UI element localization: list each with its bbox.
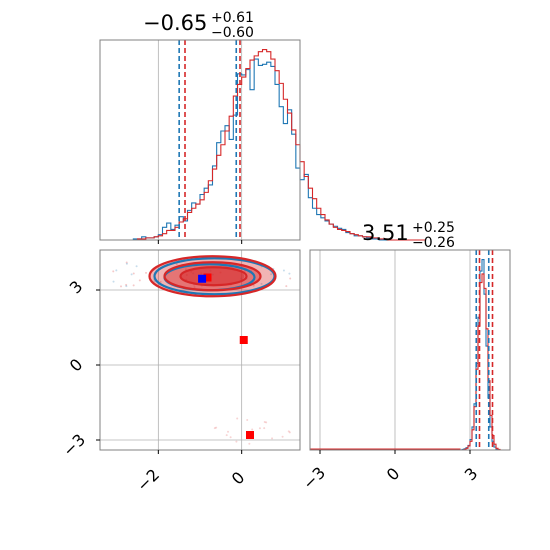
contour-scatter-point [184,268,187,271]
top-histogram-series [100,48,425,241]
contour-scatter-point [132,272,135,275]
contour-marker [203,273,212,282]
contour-marker [198,274,207,283]
contour-y-tick-label-0: 0 [66,355,87,376]
contour-marker [239,336,248,344]
right-histogram-frame [309,249,511,451]
right-histogram-panel: 3.51 +0.25 −0.26 −3 0 3 [299,220,511,493]
top-histogram-title-median: −0.65 [143,11,207,35]
right-histogram-x-tick-label-0: 0 [383,464,404,485]
contour-scatter-point [125,261,128,264]
right-histogram-series-2 [310,273,502,451]
contour-markers [198,273,254,439]
contour-levels [148,255,277,298]
contour-scatter-point [120,285,123,288]
contour-scatter-point [125,285,128,288]
contour-scatter-point [248,442,251,445]
right-histogram-x-tick-label-minus3: −3 [299,463,329,493]
contour-scatter-point [258,427,261,430]
top-histogram-quantile-lines [178,40,241,240]
contour-scatter-point [213,427,216,430]
right-histogram-grid [319,250,471,450]
contour-scatter-point [235,440,238,443]
contour-scatter-point [251,428,254,431]
contour-fill-inner [180,267,245,286]
right-histogram-quantile-lines [475,250,494,450]
contour-scatter-point [236,417,239,420]
right-histogram-series [310,258,502,451]
right-histogram-ticks [319,450,471,454]
contour-scatter-point [282,269,285,272]
contour-scatter-point [281,435,284,438]
right-histogram-title-plus: +0.25 [412,220,455,236]
contour-ticks [96,289,243,454]
top-histogram-ticks [157,240,243,244]
right-histogram-title-minus: −0.26 [412,235,455,251]
right-histogram-title-median: 3.51 [362,221,409,245]
top-histogram-frame [99,39,301,241]
contour-scatter-point [265,421,268,424]
contour-panel: −2 0 3 0 −3 [59,249,301,495]
contour-scatter-point [112,270,115,273]
contour-scatter-point [225,434,228,437]
contour-x-tick-label-0: 0 [228,468,249,489]
top-histogram-series-1 [100,58,425,241]
contour-scatter-point [138,279,141,282]
contour-x-tick-label-minus2: −2 [133,465,163,495]
contour-y-tick-label-minus3: −3 [59,430,89,460]
top-histogram-series-2 [100,48,425,241]
contour-scatter-point [263,427,266,430]
contour-scatter-point [145,271,148,274]
contour-scatter-point [130,273,133,276]
contour-scatter-point [125,283,128,286]
contour-marker [246,431,254,439]
right-histogram-x-tick-label-3: 3 [461,464,482,485]
contour-scatter-point [288,272,291,275]
contour-scatter-point [287,430,290,433]
contour-scatter-point [252,284,255,287]
contour-scatter-point [246,418,249,421]
contour-scatter-point [270,273,273,276]
contour-scatter-point [271,437,274,440]
contour-scatter-point [115,269,118,272]
contour-scatter-point [215,426,218,429]
top-histogram-panel: −0.65 +0.61 −0.60 [99,10,425,244]
contour-scatter-point [135,265,138,268]
contour-scatter-point [229,436,232,439]
contour-scatter-point [285,285,288,288]
contour-line-red-outer [148,255,277,298]
contour-scatter-point [159,280,162,283]
contour-line-red-middle [163,261,262,292]
contour-scatter-point [132,284,135,287]
contour-scatter-point [227,430,230,433]
contour-scatter-point [263,421,266,424]
contour-scatter-point [289,277,292,280]
contour-scatter-point [125,262,128,265]
top-histogram-title-plus: +0.61 [211,10,254,26]
contour-frame [99,249,301,451]
contour-scatter-point [288,431,291,434]
contour-y-tick-label-3: 3 [66,277,87,298]
top-histogram-title-minus: −0.60 [211,25,254,41]
right-histogram-series-1 [310,258,502,451]
contour-scatter-point [193,286,196,289]
contour-scatter-point [112,280,115,283]
contour-line-red-inner [179,266,248,287]
contour-scatter-point [260,282,263,285]
